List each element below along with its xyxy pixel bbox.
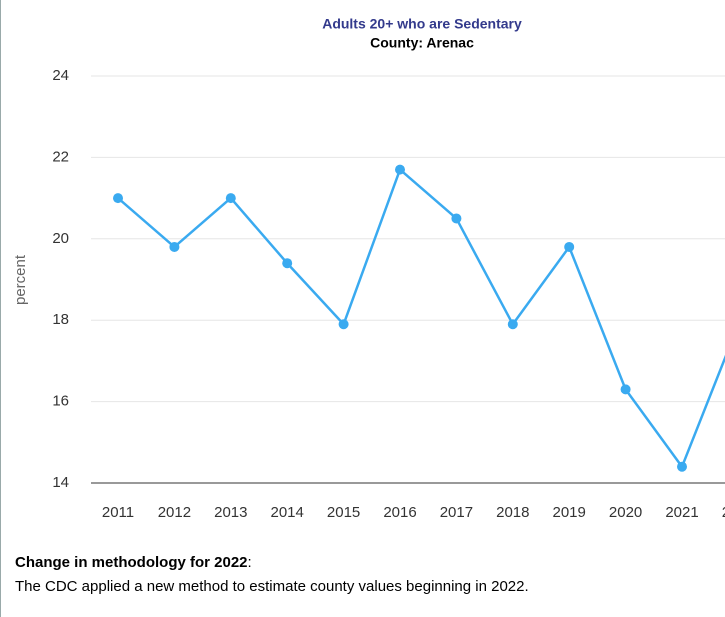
y-tick-label: 22 [52, 148, 69, 165]
x-tick-label: 2014 [271, 504, 304, 521]
x-tick-label: 2021 [665, 504, 698, 521]
y-tick-label: 24 [52, 67, 69, 84]
x-tick-label: 2016 [383, 504, 416, 521]
data-point [507, 319, 518, 330]
data-point [169, 241, 180, 252]
data-point [620, 384, 631, 395]
x-tick-label: 2019 [553, 504, 586, 521]
data-point [113, 193, 123, 204]
data-point [677, 461, 687, 472]
y-tick-label: 20 [52, 230, 69, 247]
data-point [282, 258, 293, 269]
x-tick-label: 2022 [722, 504, 725, 521]
series-line [117, 168, 725, 468]
data-point [564, 241, 575, 252]
data-point [338, 319, 349, 330]
x-tick-label: 2011 [102, 504, 134, 521]
chart-title: Adults 20+ who are Sedentary [322, 16, 522, 32]
note-text: The CDC applied a new method to estimate… [15, 578, 529, 595]
chart: Adults 20+ who are Sedentary County: Are… [12, 16, 725, 521]
x-tick-label: 2018 [496, 504, 529, 521]
y-tick-label: 14 [52, 474, 69, 491]
data-point [451, 213, 462, 224]
x-tick-label: 2020 [609, 504, 642, 521]
x-tick-label: 2013 [214, 504, 247, 521]
y-axis-label: percent [12, 254, 29, 305]
data-point [395, 164, 405, 175]
note-heading: Change in methodology for 2022 [15, 554, 248, 571]
data-point [225, 193, 236, 204]
note-colon: : [247, 554, 252, 571]
x-tick-label: 2012 [158, 504, 191, 521]
note-title: Change in methodology for 2022: [15, 554, 252, 571]
x-tick-label: 2015 [327, 504, 360, 521]
y-tick-label: 16 [52, 393, 69, 410]
y-tick-label: 18 [52, 311, 69, 328]
chart-subtitle: County: Arenac [370, 35, 474, 51]
x-tick-label: 2017 [440, 504, 473, 521]
